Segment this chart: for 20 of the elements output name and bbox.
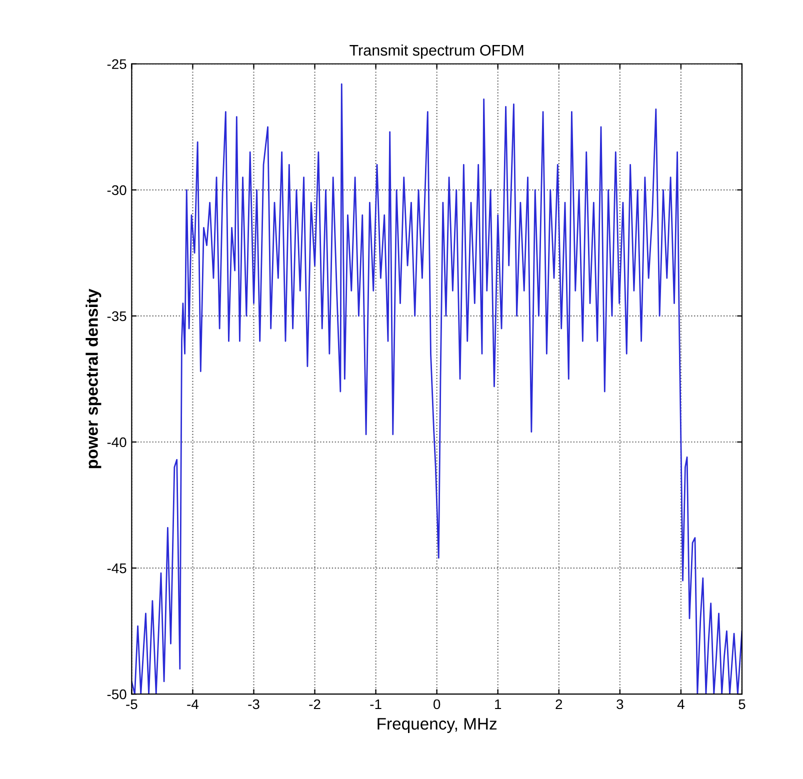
y-tick-label: -40 <box>107 437 126 448</box>
x-axis-title: Frequency, MHz <box>378 718 497 733</box>
y-tick-label: -45 <box>107 564 126 574</box>
y-axis-title: power spectral density <box>86 288 102 468</box>
x-tick-label: 2 <box>556 699 562 710</box>
x-tick-label: 0 <box>434 699 440 710</box>
x-tick-label: 3 <box>616 699 624 710</box>
y-tick-label: -50 <box>107 689 126 700</box>
x-tick-label: -4 <box>187 699 198 710</box>
y-tick-label: -30 <box>107 185 126 196</box>
x-tick-label: 5 <box>738 699 746 710</box>
x-tick-label: -5 <box>126 699 138 710</box>
x-tick-label: 4 <box>677 699 684 710</box>
x-tick-label: 1 <box>495 699 502 710</box>
x-tick-label: -2 <box>309 699 320 710</box>
y-tick-label: -25 <box>107 59 126 70</box>
x-tick-label: -1 <box>370 699 382 710</box>
chart-title: Transmit spectrum OFDM <box>350 44 524 59</box>
y-tick-label: -35 <box>107 311 126 322</box>
x-tick-label: -3 <box>248 699 260 710</box>
